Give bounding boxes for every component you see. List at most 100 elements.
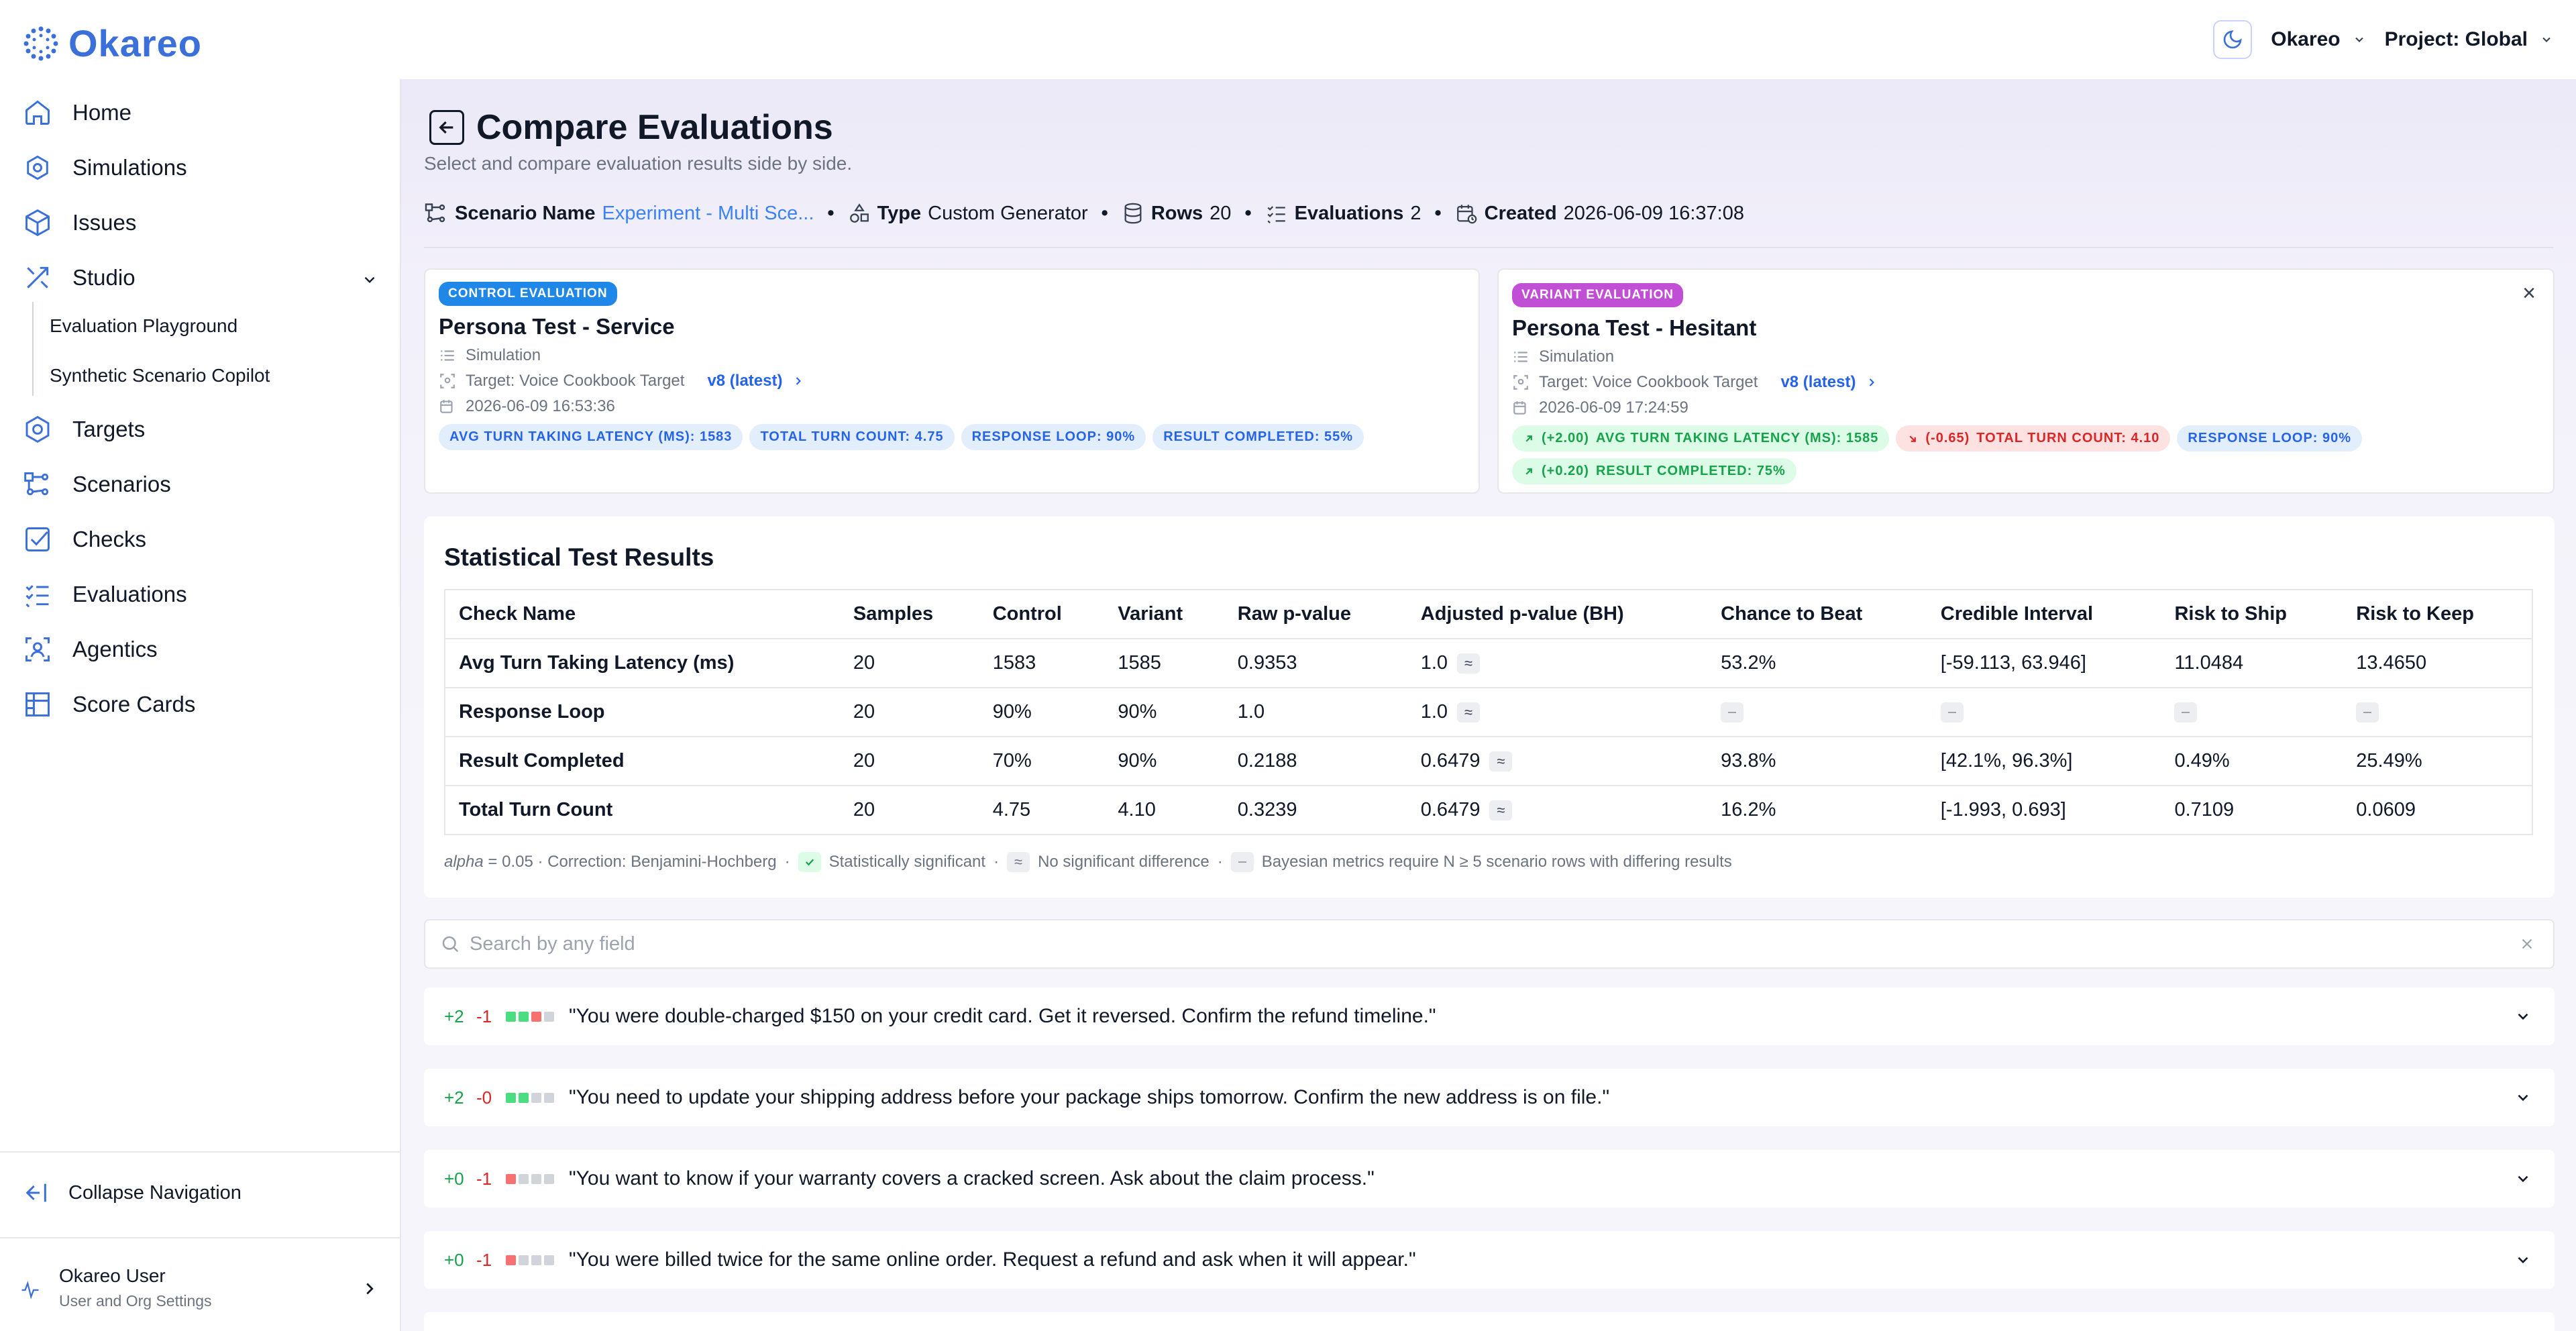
table-cell: 53.2% bbox=[1707, 639, 1927, 688]
scenario-icon bbox=[424, 201, 448, 225]
target-version-link[interactable]: v8 (latest) bbox=[1780, 373, 1856, 391]
table-cell: 4.75 bbox=[979, 786, 1105, 835]
evaluation-date: 2026-06-09 17:24:59 bbox=[1539, 398, 1688, 417]
top-bar: Okareo Okareo Project: Global bbox=[0, 0, 2576, 79]
result-row[interactable]: +0 -1 "You want to know if your warranty c… bbox=[424, 1150, 2555, 1208]
theme-toggle-button[interactable] bbox=[2213, 20, 2253, 59]
sidebar-item-scenarios[interactable]: Scenarios bbox=[23, 464, 171, 504]
table-cell: 93.8% bbox=[1707, 737, 1927, 786]
meta-type-value: Custom Generator bbox=[928, 202, 1088, 224]
chevron-down-icon bbox=[2514, 1089, 2532, 1106]
sidebar-item-simulations[interactable]: Simulations bbox=[23, 148, 187, 188]
column-header: Risk to Keep bbox=[2343, 590, 2532, 639]
sidebar-item-agentics[interactable]: Agentics bbox=[23, 629, 158, 670]
approx-icon: ≈ bbox=[1489, 751, 1513, 772]
chevron-down-icon bbox=[2514, 1170, 2532, 1187]
check-status-squares bbox=[506, 1092, 554, 1103]
sidebar-subitem-evaluation-playground[interactable]: Evaluation Playground bbox=[50, 315, 238, 336]
sidebar-item-score-cards[interactable]: Score Cards bbox=[23, 684, 195, 725]
result-row[interactable]: +2 -1 "You were double-charged $150 on you… bbox=[424, 988, 2555, 1045]
cell-value: Avg Turn Taking Latency (ms) bbox=[459, 652, 735, 674]
close-icon[interactable]: × bbox=[2522, 280, 2536, 306]
sidebar-item-evaluations[interactable]: Evaluations bbox=[23, 574, 187, 615]
column-header: Check Name bbox=[445, 590, 840, 639]
arrow-left-icon bbox=[436, 117, 458, 138]
meta-evaluations-value: 2 bbox=[1410, 202, 1421, 224]
table-cell: [-1.993, 0.693] bbox=[1927, 786, 2161, 835]
result-row[interactable]: +0 -1 "You were billed twice for the same … bbox=[424, 1231, 2555, 1289]
collapse-navigation-button[interactable]: Collapse Navigation bbox=[23, 1173, 241, 1213]
clear-icon[interactable] bbox=[2518, 935, 2536, 953]
column-header: Variant bbox=[1104, 590, 1224, 639]
sidebar-item-studio[interactable]: Studio bbox=[23, 258, 378, 298]
arrow-down-right-icon bbox=[1907, 433, 1919, 445]
table-cell: Result Completed bbox=[445, 737, 840, 786]
meta-created-label: Created bbox=[1484, 202, 1557, 224]
search-input[interactable] bbox=[470, 933, 2518, 955]
check-status-squares bbox=[506, 1011, 554, 1022]
sidebar-item-checks[interactable]: Checks bbox=[23, 519, 146, 560]
divider bbox=[0, 1151, 400, 1153]
status-square bbox=[531, 1173, 541, 1184]
column-header: Risk to Ship bbox=[2161, 590, 2343, 639]
org-dropdown[interactable]: Okareo bbox=[2271, 28, 2365, 51]
sidebar-item-home[interactable]: Home bbox=[23, 93, 131, 133]
status-square bbox=[519, 1255, 529, 1265]
sidebar-item-label: Home bbox=[72, 100, 132, 125]
shapes-icon bbox=[848, 202, 871, 225]
table-cell: 90% bbox=[979, 688, 1105, 737]
cell-value: [-59.113, 63.946] bbox=[1940, 652, 2086, 674]
sidebar-subitem-synthetic-scenario-copilot[interactable]: Synthetic Scenario Copilot bbox=[50, 365, 270, 386]
user-settings-button[interactable]: Okareo User User and Org Settings bbox=[20, 1265, 380, 1314]
back-button[interactable] bbox=[429, 110, 464, 145]
scenario-prompt: "You want to know if your warranty cover… bbox=[569, 1167, 1375, 1189]
target-version-link[interactable]: v8 (latest) bbox=[707, 372, 783, 390]
evaluation-date: 2026-06-09 16:53:36 bbox=[466, 397, 615, 415]
sidebar-item-issues[interactable]: Issues bbox=[23, 203, 136, 243]
metric-chip: RESULT COMPLETED: 55% bbox=[1152, 424, 1364, 450]
checkbox-icon bbox=[23, 525, 52, 554]
logo[interactable]: Okareo bbox=[23, 21, 202, 65]
evaluation-meta: Scenario Name Experiment - Multi Sce... … bbox=[424, 201, 1744, 225]
scenario-prompt: "You need to update your shipping addres… bbox=[569, 1086, 1610, 1108]
dash-icon bbox=[1940, 702, 1964, 723]
metric-text: AVG TURN TAKING LATENCY (MS): 1585 bbox=[1595, 431, 1879, 445]
control-evaluation-card: CONTROL EVALUATION Persona Test - Servic… bbox=[424, 268, 1480, 494]
cell-value: 93.8% bbox=[1721, 750, 1776, 771]
cell-value: 4.75 bbox=[992, 799, 1031, 820]
sidebar-item-targets[interactable]: Targets bbox=[23, 409, 145, 449]
sidebar-item-label: Studio bbox=[72, 265, 136, 290]
table-cell: [42.1%, 96.3%] bbox=[1927, 737, 2161, 786]
metric-chip: (+0.20) RESULT COMPLETED: 75% bbox=[1512, 458, 1796, 484]
column-header: Adjusted p-value (BH) bbox=[1407, 590, 1708, 639]
status-square bbox=[544, 1255, 554, 1265]
metric-chip: RESPONSE LOOP: 90% bbox=[2177, 425, 2363, 451]
approx-icon: ≈ bbox=[1457, 702, 1481, 723]
result-row[interactable] bbox=[424, 1312, 2555, 1331]
cell-value: 0.7109 bbox=[2174, 799, 2235, 820]
cell-value: 1.0 bbox=[1420, 701, 1448, 723]
moon-icon bbox=[2222, 29, 2243, 50]
column-header: Control bbox=[979, 590, 1105, 639]
target-icon bbox=[23, 415, 52, 444]
metric-delta: (-0.65) bbox=[1925, 431, 1970, 445]
variant-evaluation-badge: VARIANT EVALUATION bbox=[1512, 283, 1683, 307]
divider bbox=[424, 247, 2553, 248]
agent-scan-icon bbox=[23, 635, 52, 664]
evaluation-title: Persona Test - Service bbox=[439, 314, 675, 339]
activity-icon bbox=[20, 1280, 40, 1300]
project-dropdown[interactable]: Project: Global bbox=[2385, 28, 2553, 51]
meta-scenario-label: Scenario Name bbox=[455, 202, 596, 224]
database-icon bbox=[1122, 202, 1144, 225]
meta-separator: • bbox=[1101, 202, 1108, 224]
meta-scenario-link[interactable]: Experiment - Multi Sce... bbox=[602, 202, 814, 224]
scenarios-icon bbox=[23, 470, 52, 499]
status-square bbox=[506, 1255, 516, 1265]
column-header: Raw p-value bbox=[1224, 590, 1407, 639]
table-cell: 20 bbox=[840, 786, 979, 835]
legend-separator: · bbox=[1217, 853, 1223, 871]
result-row[interactable]: +2 -0 "You need to update your shipping ad… bbox=[424, 1069, 2555, 1126]
sidebar-item-label: Targets bbox=[72, 417, 146, 441]
approx-icon: ≈ bbox=[1489, 800, 1513, 821]
table-cell: 70% bbox=[979, 737, 1105, 786]
